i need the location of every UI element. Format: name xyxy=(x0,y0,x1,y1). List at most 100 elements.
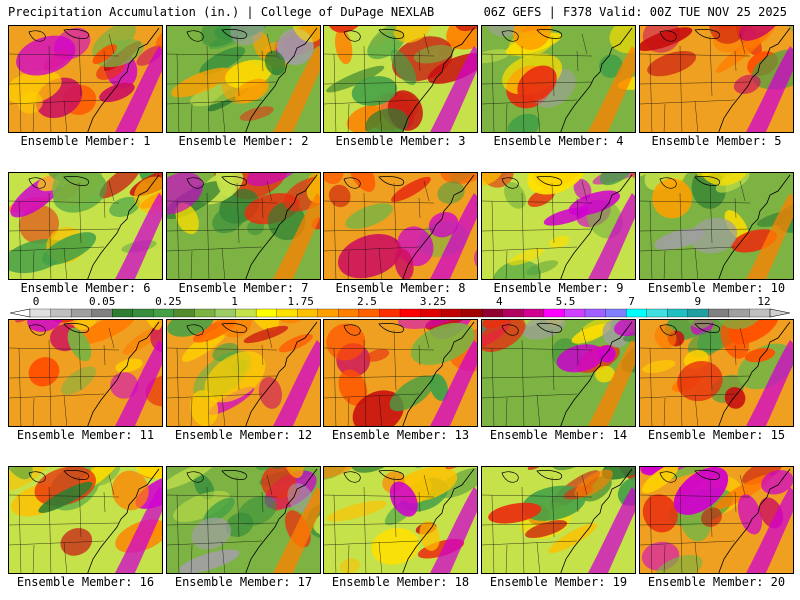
precip-map-16 xyxy=(9,467,162,573)
offshore-precip-band xyxy=(115,193,162,279)
offshore-precip-band xyxy=(430,340,477,426)
state-borders xyxy=(482,474,593,573)
precip-blob xyxy=(145,374,162,407)
legend-swatch xyxy=(482,308,504,318)
state-borders xyxy=(167,180,278,279)
legend-tick-label: 0.25 xyxy=(155,295,182,308)
state-borders xyxy=(324,474,435,573)
precip-blob xyxy=(348,173,376,192)
precip-blob xyxy=(724,210,749,242)
offshore-precip-band xyxy=(588,46,635,132)
offshore-precip-band xyxy=(588,487,635,573)
great-lakes-outline xyxy=(343,176,404,189)
precip-blob xyxy=(556,344,605,373)
legend-tick-label: 1.75 xyxy=(287,295,314,308)
precip-blob xyxy=(609,26,635,54)
offshore-precip-band xyxy=(273,46,320,132)
coastline xyxy=(245,321,318,426)
great-lakes-outline xyxy=(343,323,404,336)
precip-blob xyxy=(517,65,557,103)
precip-blob xyxy=(173,490,230,523)
precip-blob xyxy=(527,173,587,195)
precip-blob xyxy=(568,190,621,216)
state-borders xyxy=(640,327,751,426)
member-map-14 xyxy=(481,319,636,427)
run-valid-time: 06Z GEFS | F378 Valid: 00Z TUE NOV 25 20… xyxy=(483,5,787,19)
coastline xyxy=(718,27,791,132)
precip-map-5 xyxy=(640,26,793,132)
precip-blob xyxy=(482,320,515,329)
precip-map-6 xyxy=(9,173,162,279)
precip-map-4 xyxy=(482,26,635,132)
precip-blob xyxy=(60,366,97,395)
legend-swatch xyxy=(112,308,134,318)
precip-map-20 xyxy=(640,467,793,573)
member-caption-5: Ensemble Member: 5 xyxy=(651,134,782,148)
state-borders xyxy=(167,474,278,573)
offshore-precip-band xyxy=(746,487,793,573)
precip-blob xyxy=(28,357,60,387)
member-map-1 xyxy=(8,25,163,133)
precip-blob xyxy=(700,173,750,186)
legend-swatch xyxy=(379,308,401,318)
precip-map-12 xyxy=(167,320,320,426)
precip-blob xyxy=(389,375,435,412)
legend-swatch xyxy=(646,308,668,318)
precip-blob xyxy=(647,51,697,77)
precip-blob xyxy=(482,49,510,64)
legend-tick-label: 7 xyxy=(628,295,635,308)
member-caption-18: Ensemble Member: 18 xyxy=(331,575,470,589)
precip-map-10 xyxy=(640,173,793,279)
precip-blob xyxy=(393,26,432,43)
legend-swatch xyxy=(687,308,709,318)
coastline xyxy=(245,27,318,132)
great-lakes-outline xyxy=(186,176,247,189)
legend-min-arrow xyxy=(9,308,31,318)
precip-blob xyxy=(264,50,286,76)
member-caption-6: Ensemble Member: 6 xyxy=(20,281,151,295)
coastline xyxy=(718,468,791,573)
precip-map-15 xyxy=(640,320,793,426)
precip-blob xyxy=(742,467,783,485)
member-caption-20: Ensemble Member: 20 xyxy=(647,575,786,589)
chart-title: Precipitation Accumulation (in.) | Colle… xyxy=(8,5,435,19)
member-map-11 xyxy=(8,319,163,427)
great-lakes-outline xyxy=(343,470,404,483)
member-caption-4: Ensemble Member: 4 xyxy=(493,134,624,148)
member-map-10 xyxy=(639,172,794,280)
member-caption-2: Ensemble Member: 2 xyxy=(178,134,309,148)
legend-swatch xyxy=(173,308,195,318)
precip-blob xyxy=(111,470,149,511)
precip-blob xyxy=(16,35,76,76)
legend-swatch xyxy=(420,308,442,318)
precip-blob xyxy=(744,348,776,363)
member-map-17 xyxy=(166,466,321,574)
precip-blob xyxy=(410,322,475,365)
precip-blob xyxy=(642,494,678,533)
precip-blob xyxy=(324,173,344,185)
precip-blob xyxy=(203,497,235,524)
offshore-precip-band xyxy=(746,46,793,132)
member-map-7 xyxy=(166,172,321,280)
precip-blob xyxy=(437,467,477,499)
precip-blob xyxy=(326,500,387,522)
great-lakes-outline xyxy=(659,176,720,189)
precip-blob xyxy=(522,320,566,340)
precip-blob xyxy=(237,495,277,526)
precip-blob xyxy=(504,182,527,209)
legend-color-bar xyxy=(9,308,791,318)
member-map-15 xyxy=(639,319,794,427)
member-caption-3: Ensemble Member: 3 xyxy=(335,134,466,148)
member-caption-11: Ensemble Member: 11 xyxy=(16,428,155,442)
precip-blob xyxy=(574,469,613,498)
precip-blob xyxy=(326,65,385,93)
great-lakes-outline xyxy=(28,470,89,483)
legend-swatch xyxy=(399,308,422,318)
legend-swatch xyxy=(235,308,257,318)
coastline xyxy=(560,468,633,573)
precip-map-8 xyxy=(324,173,477,279)
precip-blob xyxy=(548,523,598,554)
great-lakes-outline xyxy=(659,29,720,42)
precip-blob xyxy=(389,481,418,517)
member-map-3 xyxy=(323,25,478,133)
